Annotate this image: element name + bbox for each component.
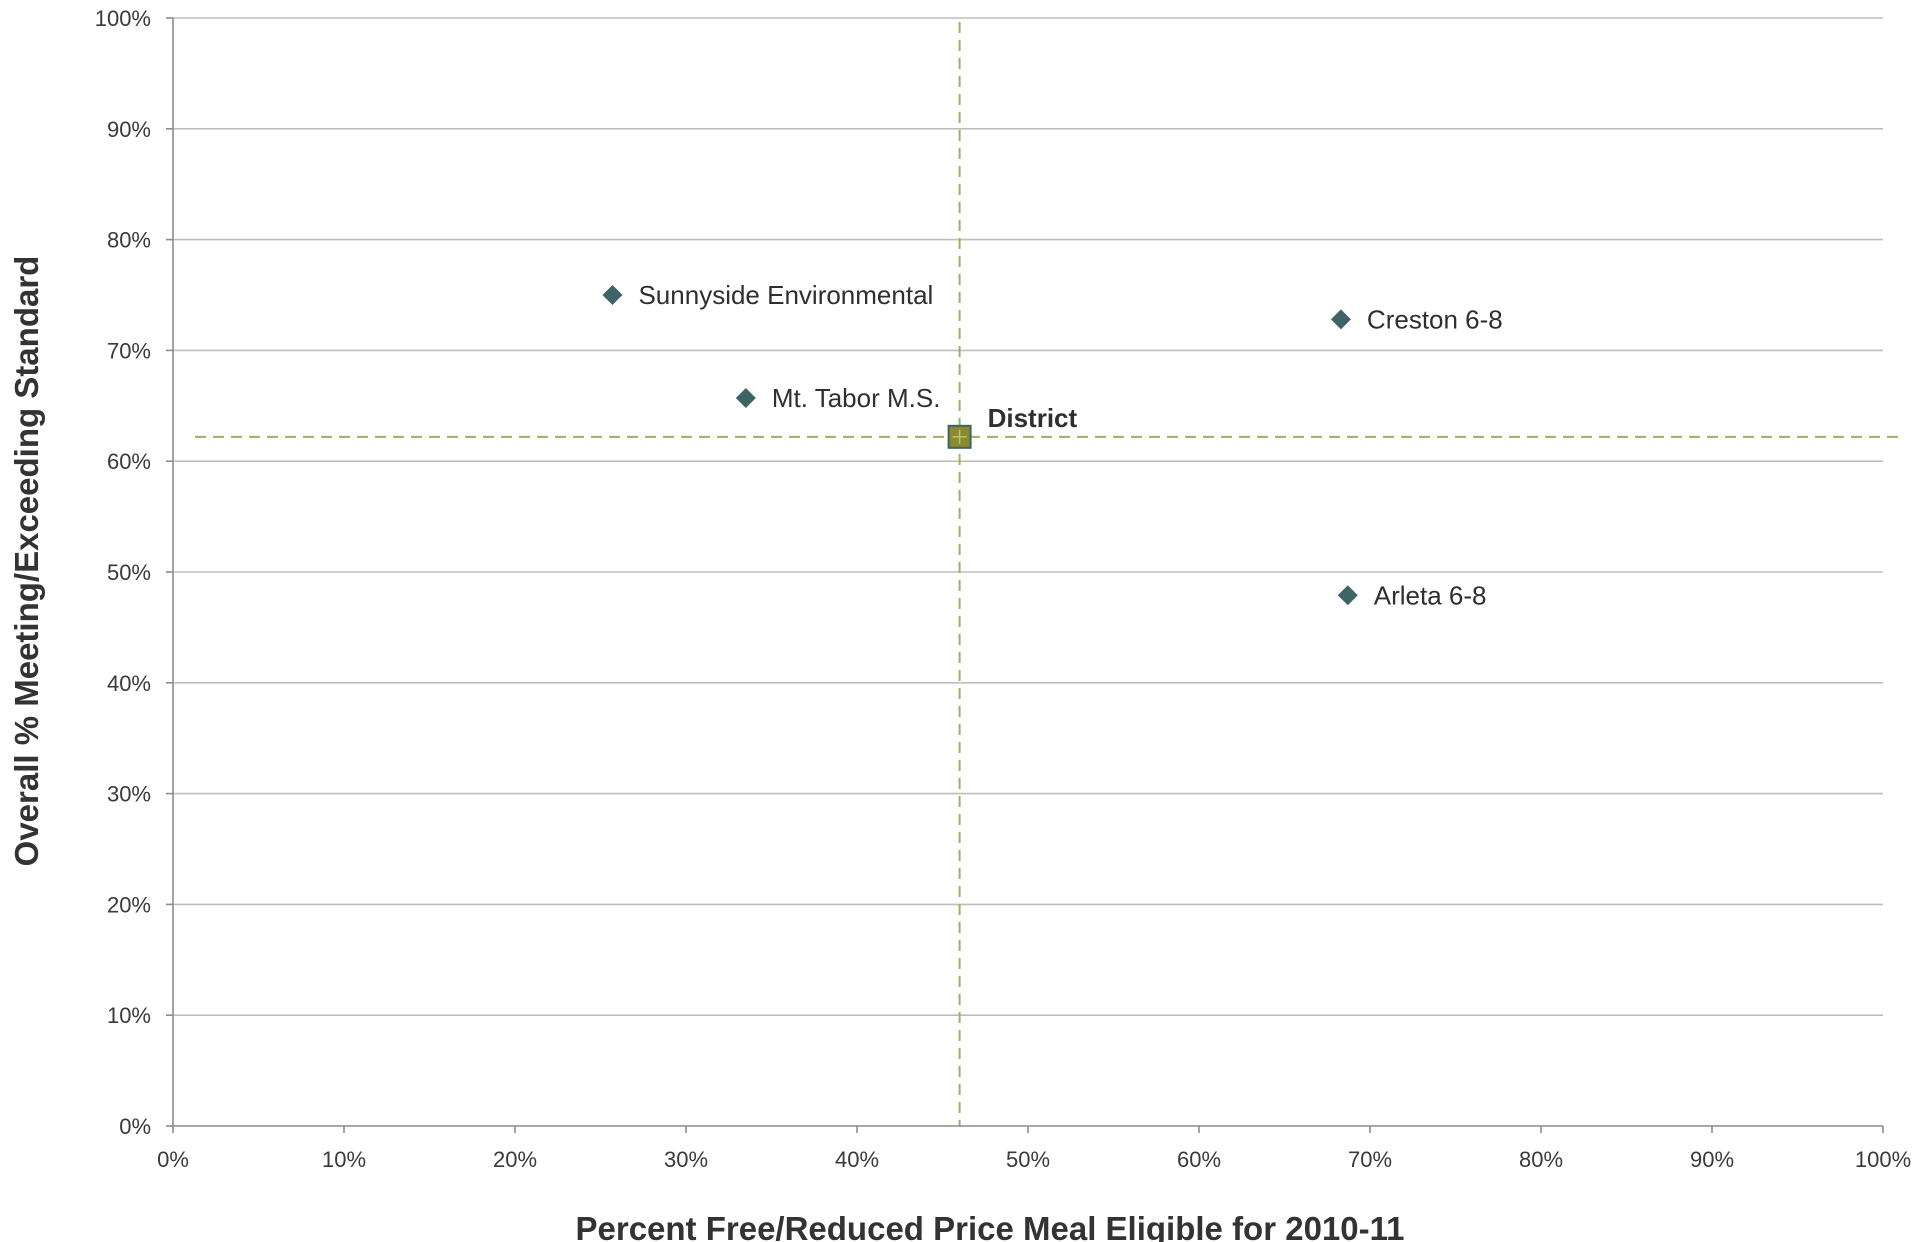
y-tick-label: 100% [95,6,151,31]
y-tick-label: 50% [107,560,151,585]
y-tick-label: 60% [107,449,151,474]
data-point-diamond [735,388,756,409]
y-tick-label: 20% [107,892,151,917]
y-axis-title: Overall % Meeting/Exceeding Standard [8,256,45,867]
data-points [602,285,1358,606]
x-tick-label: 40% [835,1147,879,1172]
data-point-label: Mt. Tabor M.S. [772,383,941,413]
y-tick-label: 90% [107,117,151,142]
axes [166,17,1884,1133]
data-point-label: Creston 6-8 [1367,304,1503,334]
y-tick-label: 30% [107,782,151,807]
x-tick-label: 0% [157,1147,189,1172]
tick-labels: 0% 10% 20% 30% 40% 50% 60% 70% 80% 90% 100% 0% 10% 20… [95,6,1911,1172]
data-point-diamond [602,285,623,305]
data-point-label: District [988,403,1078,433]
x-tick-label: 90% [1690,1147,1734,1172]
x-tick-label: 100% [1855,1147,1911,1172]
data-point-label: Sunnyside Environmental [638,280,933,310]
y-tick-label: 10% [107,1003,151,1028]
data-point-label: Arleta 6-8 [1374,580,1487,610]
x-tick-label: 50% [1006,1147,1050,1172]
data-point-diamond [1330,309,1351,330]
x-tick-label: 70% [1348,1147,1392,1172]
x-tick-label: 30% [664,1147,708,1172]
y-tick-label: 80% [107,228,151,253]
gridlines [173,17,1883,1017]
y-tick-label: 0% [119,1114,151,1139]
x-tick-label: 20% [493,1147,537,1172]
x-tick-label: 80% [1519,1147,1563,1172]
point-labels: Sunnyside Environmental Creston 6-8 Mt. Ta… [638,280,1502,610]
data-point-diamond [1337,585,1358,606]
reference-lines [195,22,1900,1126]
x-tick-label: 10% [322,1147,366,1172]
x-axis-title: Percent Free/Reduced Price Meal Eligible… [575,1210,1404,1242]
y-tick-label: 40% [107,671,151,696]
x-tick-label: 60% [1177,1147,1221,1172]
y-tick-label: 70% [107,338,151,363]
